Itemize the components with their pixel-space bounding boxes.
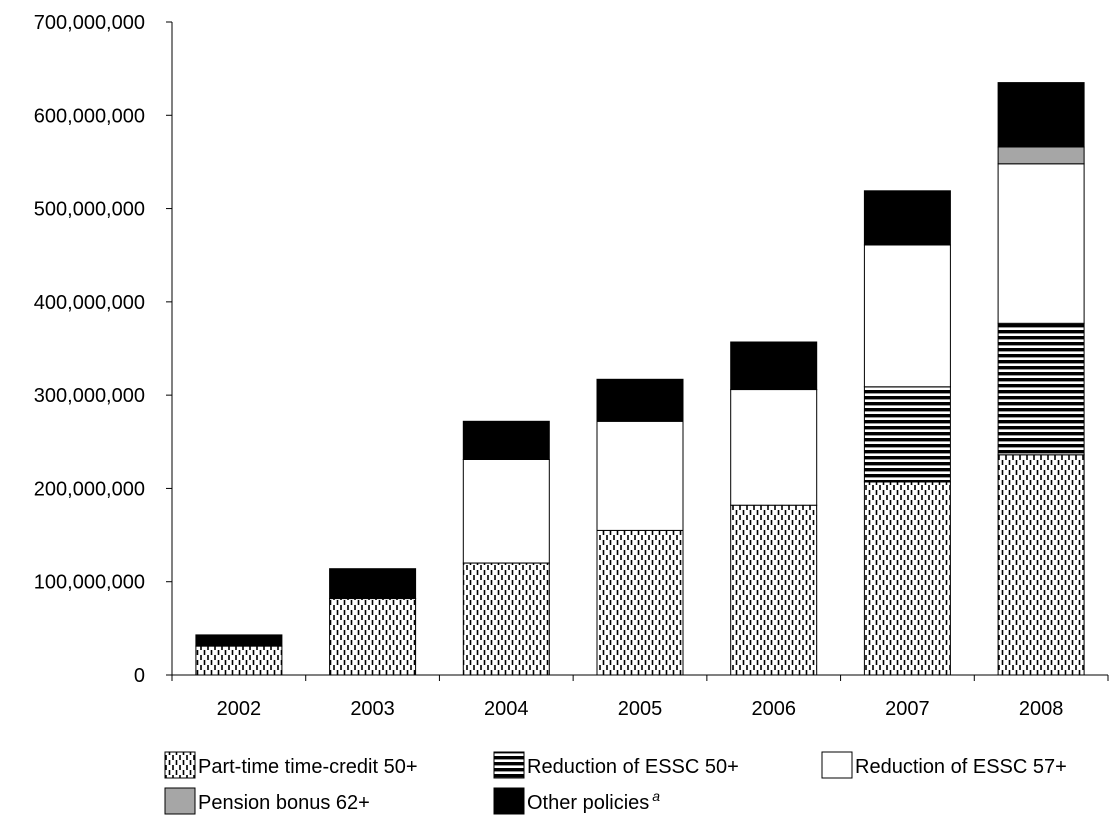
y-tick-label: 500,000,000 [34,199,145,221]
bar-2003-series-4 [329,568,417,600]
bar-2007-series-2 [863,244,951,388]
x-tick-label: 2008 [1019,698,1064,720]
bar-2004-series-2 [462,459,550,564]
y-tick-label: 100,000,000 [34,572,145,594]
bar-2005-series-2 [596,420,684,531]
bar-2008-series-2 [997,163,1085,324]
bar-2008-series-4 [997,82,1085,148]
x-tick-label: 2006 [751,698,796,720]
bar-2002-series-0 [195,645,283,676]
legend-label-1: Reduction of ESSC 50+ [527,756,739,778]
x-tick-label: 2002 [217,698,262,720]
bar-2006-series-4 [730,341,818,391]
bar-2002-series-4 [195,634,283,647]
legend-swatch-4 [493,787,525,815]
legend-swatch-0 [164,751,196,779]
bar-2005-series-0 [596,529,684,676]
legend-superscript: a [652,788,660,804]
bar-2008-series-3 [997,146,1085,165]
plot-area [195,82,1085,676]
bar-2007-series-0 [863,481,951,676]
axes: 0 100,000,000 200,000,000 300,000,000 400,00… [34,12,1109,720]
bar-2008-series-1 [997,322,1085,456]
y-tick-label: 400,000,000 [34,292,145,314]
x-tick-label: 2005 [618,698,663,720]
legend-swatch-2 [821,751,853,779]
x-tick-label: 2007 [885,698,930,720]
x-tick-label: 2004 [484,698,529,720]
y-tick-label: 0 [134,665,145,687]
legend: Part-time time-credit 50+ Reduction of ES… [164,751,1067,815]
bar-2007-series-4 [863,190,951,246]
x-tick-label: 2003 [350,698,395,720]
bar-2006-series-0 [730,504,818,676]
bar-2008-series-0 [997,454,1085,676]
legend-label-4: Other policies a [527,788,660,814]
legend-swatch-3 [164,787,196,815]
bar-2004-series-0 [462,562,550,676]
bar-2003-series-0 [329,598,417,676]
bar-2004-series-4 [462,420,550,460]
legend-label-0: Part-time time-credit 50+ [198,756,418,778]
y-tick-label: 600,000,000 [34,105,145,127]
y-tick-label: 300,000,000 [34,385,145,407]
y-tick-label: 700,000,000 [34,12,145,34]
legend-label-2: Reduction of ESSC 57+ [855,756,1067,778]
bar-2005-series-4 [596,378,684,422]
legend-label-3: Pension bonus 62+ [198,792,370,814]
bar-2006-series-2 [730,389,818,506]
y-tick-label: 200,000,000 [34,478,145,500]
legend-swatch-1 [493,751,525,779]
bar-2007-series-1 [863,386,951,483]
